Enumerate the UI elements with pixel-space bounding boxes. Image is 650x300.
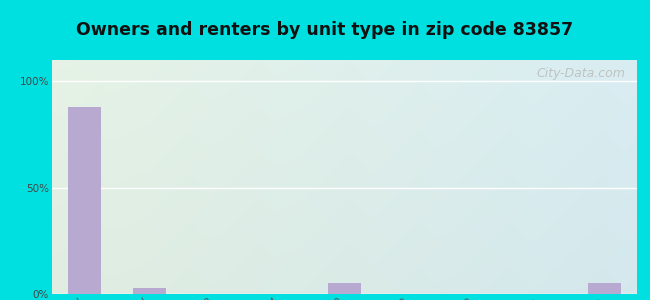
Bar [328, 284, 361, 294]
Bar [68, 107, 101, 294]
Text: Owners and renters by unit type in zip code 83857: Owners and renters by unit type in zip c… [77, 21, 573, 39]
Bar [133, 288, 166, 294]
Bar [588, 284, 621, 294]
Text: City-Data.com: City-Data.com [536, 67, 625, 80]
